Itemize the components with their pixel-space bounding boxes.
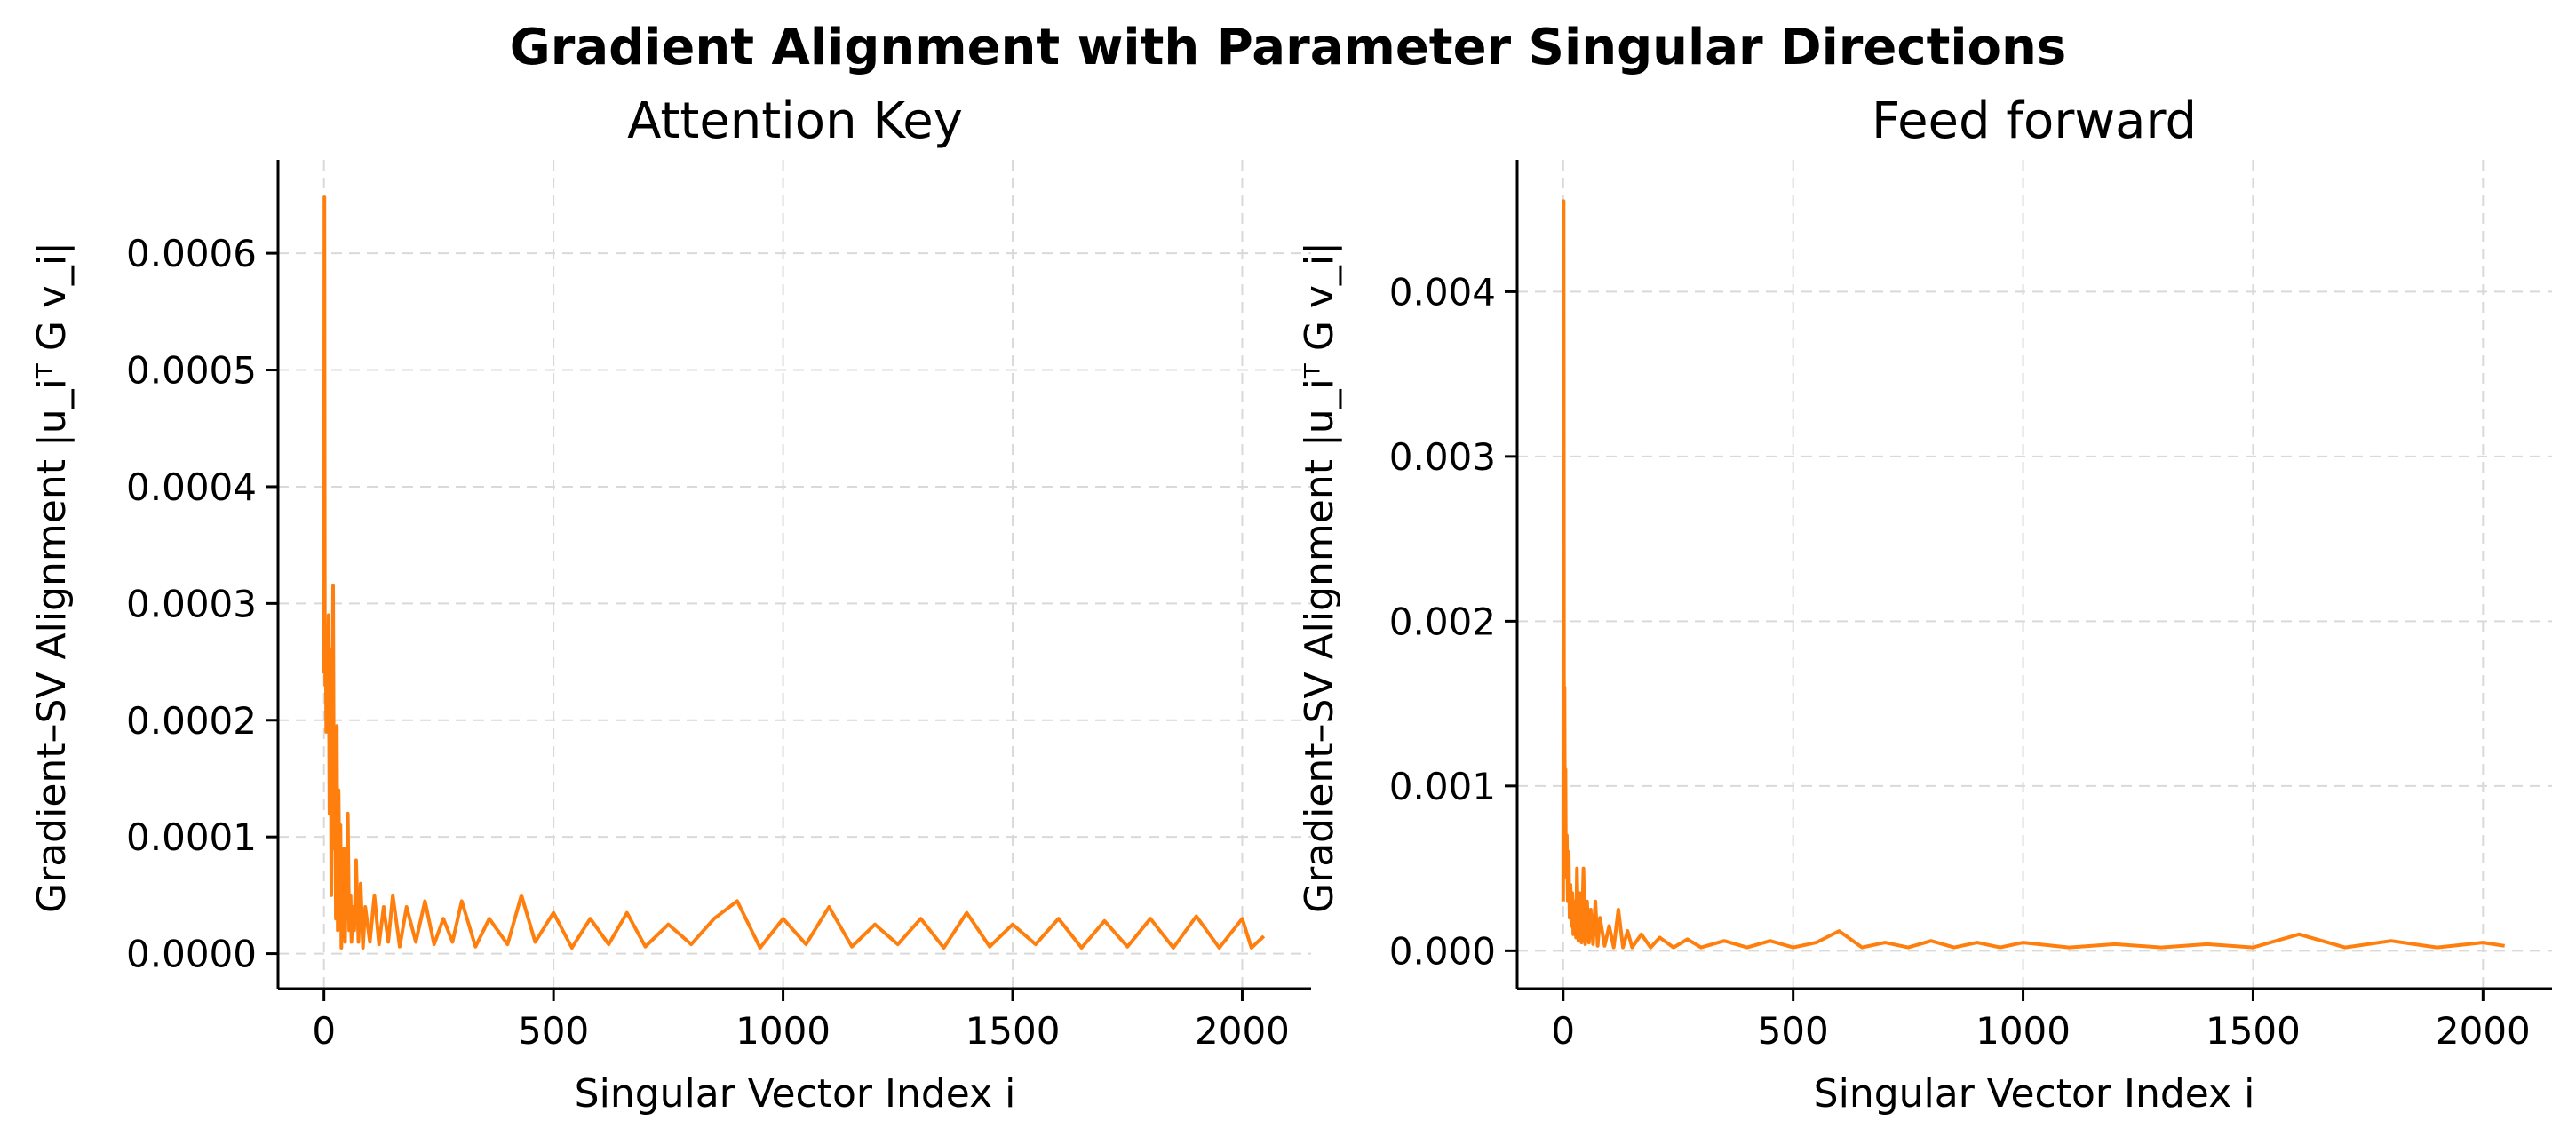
ticks: 0 500 1000 1500 2000 0.0000 0.0001 0.0002 0.0003…: [126, 232, 1290, 1053]
figure-title: Gradient Alignment with Parameter Singul…: [510, 19, 2066, 76]
y-tick-label: 0.004: [1389, 270, 1496, 314]
x-tick-label: 1000: [735, 1009, 831, 1053]
x-tick-label: 2000: [1195, 1009, 1290, 1053]
y-tick-label: 0.0003: [126, 582, 257, 625]
chart-title: Attention Key: [627, 92, 963, 150]
series-line: [1561, 199, 2505, 950]
x-tick-label: 1000: [1976, 1009, 2071, 1053]
x-axis-label: Singular Vector Index i: [575, 1071, 1016, 1117]
series-line: [322, 195, 1266, 950]
grid-lines: [1517, 160, 2552, 989]
series-layer: [1561, 199, 2505, 950]
x-tick-label: 2000: [2436, 1009, 2531, 1053]
axes: [1515, 160, 2552, 990]
chart-title: Feed forward: [1872, 92, 2197, 150]
x-tick-label: 500: [1758, 1009, 1829, 1053]
ticks: 0 500 1000 1500 2000 0.000 0.001 0.002 0.003 0.00…: [1389, 270, 2531, 1053]
chart-feed-forward: Feed forward 0 500 1000 1500 20000.0000.0010…: [1297, 92, 2552, 1117]
y-tick-label: 0.0000: [126, 933, 257, 976]
y-tick-label: 0.0005: [126, 349, 257, 393]
y-tick-label: 0.0002: [126, 699, 257, 743]
y-tick-label: 0.000: [1389, 929, 1496, 973]
x-tick-label: 1500: [2206, 1009, 2301, 1053]
x-axis-label: Singular Vector Index i: [1814, 1071, 2255, 1117]
y-tick-label: 0.001: [1389, 765, 1496, 808]
x-tick-label: 0: [312, 1009, 336, 1053]
y-tick-label: 0.002: [1389, 600, 1496, 643]
y-tick-label: 0.003: [1389, 435, 1496, 479]
y-axis-label: Gradient–SV Alignment |u_iᵀ G v_i|: [1297, 242, 1342, 913]
y-tick-label: 0.0001: [126, 815, 257, 859]
y-axis-label: Gradient–SV Alignment |u_iᵀ G v_i|: [29, 242, 75, 913]
y-tick-label: 0.0004: [126, 465, 257, 509]
x-tick-label: 1500: [966, 1009, 1061, 1053]
x-tick-label: 500: [518, 1009, 589, 1053]
y-tick-label: 0.0006: [126, 232, 257, 275]
x-tick-label: 0: [1551, 1009, 1575, 1053]
chart-attention-key: Attention Key 0 500 1000 1500 2000 0.0000 0.00…: [29, 92, 1311, 1117]
series-layer: [322, 195, 1266, 950]
grid-lines: [278, 160, 1311, 989]
axes: [276, 160, 1311, 990]
